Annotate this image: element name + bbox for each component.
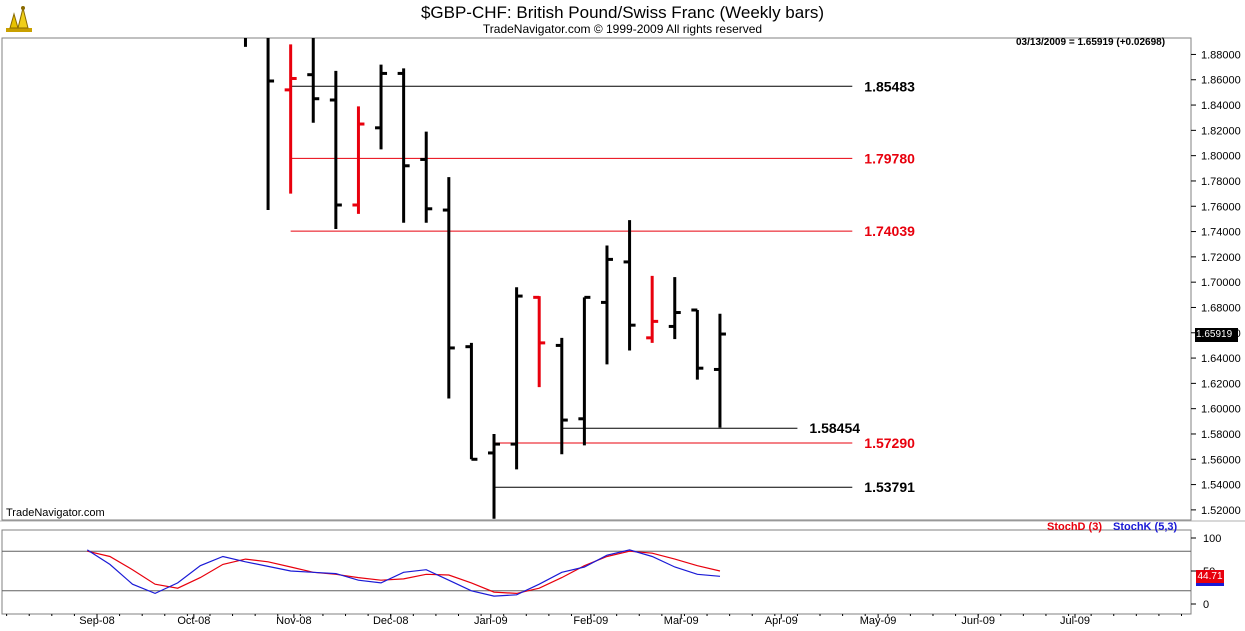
date-tick-label: Sep-08 <box>79 615 114 627</box>
price-panel-frame <box>1 37 1192 521</box>
price-tick-label: 1.82000 <box>1201 125 1241 137</box>
level-label: 1.53791 <box>864 479 915 495</box>
date-axis: Sep-08 Oct-08 Nov-08 Dec-08 Jan-09 Feb-09 Mar-… <box>6 614 1183 627</box>
date-tick-label: Apr-09 <box>765 615 798 627</box>
stochd-line <box>87 550 721 595</box>
price-tick-label: 1.64000 <box>1201 353 1241 365</box>
level-label: 1.58454 <box>809 420 860 436</box>
price-tick-label: 1.58000 <box>1201 429 1241 441</box>
stochk-value-badge <box>1196 581 1224 586</box>
price-tick-label: 1.86000 <box>1201 75 1241 87</box>
price-tick-label: 1.74000 <box>1201 227 1241 239</box>
date-tick-label: Nov-08 <box>276 615 311 627</box>
price-tick-label: 1.52000 <box>1201 505 1241 517</box>
level-label: 1.74039 <box>864 223 915 239</box>
price-tick-label: 1.70000 <box>1201 277 1241 289</box>
level-label: 1.85483 <box>864 78 915 94</box>
stochastic-panel: 100500 <box>2 533 1221 611</box>
price-tick-label: 1.56000 <box>1201 454 1241 466</box>
stochk-line <box>86 549 721 597</box>
date-tick-label: May-09 <box>860 615 897 627</box>
copyright-text: TradeNavigator.com © 1999-2009 All right… <box>482 22 763 36</box>
price-tick-label: 1.78000 <box>1201 176 1241 188</box>
date-tick-label: Feb-09 <box>573 615 608 627</box>
last-price-badge: 1.65919 <box>1195 328 1238 342</box>
date-tick-label: Dec-08 <box>373 615 408 627</box>
level-label: 1.79780 <box>864 150 915 166</box>
ohlc-bars <box>243 38 726 519</box>
stoch-tick-label: 100 <box>1203 533 1221 545</box>
price-tick-label: 1.80000 <box>1201 151 1241 163</box>
stoch-tick-label: 0 <box>1203 599 1209 611</box>
price-tick-label: 1.72000 <box>1201 252 1241 264</box>
date-tick-label: Jan-09 <box>474 615 508 627</box>
date-tick-label: Oct-08 <box>177 615 210 627</box>
last-price-readout: 03/13/2009 = 1.65919 (+0.02698) <box>1016 37 1166 48</box>
watermark-text: TradeNavigator.com <box>6 507 105 519</box>
price-tick-label: 1.60000 <box>1201 404 1241 416</box>
price-tick-label: 1.76000 <box>1201 201 1241 213</box>
stoch-panel-frame <box>1 529 1192 615</box>
level-label: 1.57290 <box>864 435 915 451</box>
stochd-legend: StochD (3) <box>1047 521 1102 533</box>
stochd-value-badge: 44.71 <box>1196 570 1224 583</box>
price-tick-label: 1.54000 <box>1201 480 1241 492</box>
price-tick-label: 1.84000 <box>1201 100 1241 112</box>
price-axis: 1.52000 1.54000 1.56000 1.58000 1.60000 1.620… <box>1191 49 1241 517</box>
trade-navigator-logo-icon <box>4 4 34 39</box>
date-tick-label: Jul-09 <box>1060 615 1090 627</box>
chart-title: $GBP-CHF: British Pound/Swiss Franc (Wee… <box>420 3 825 22</box>
date-tick-label: Mar-09 <box>664 615 699 627</box>
price-tick-label: 1.68000 <box>1201 302 1241 314</box>
price-tick-label: 1.88000 <box>1201 49 1241 61</box>
price-tick-label: 1.62000 <box>1201 378 1241 390</box>
stochk-legend: StochK (5,3) <box>1113 521 1178 533</box>
date-tick-label: Jun-09 <box>961 615 995 627</box>
